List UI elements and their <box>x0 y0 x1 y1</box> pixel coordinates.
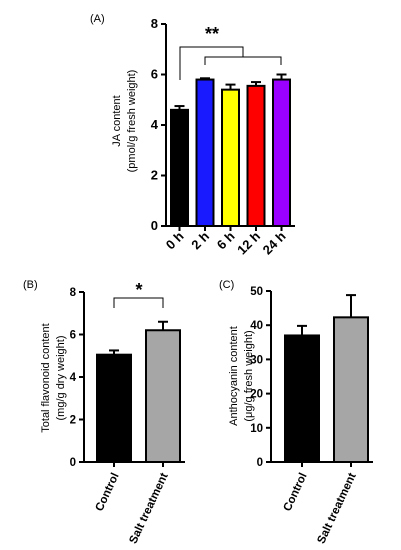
panel-c-category-label: Control <box>282 471 310 513</box>
panel-a-significance-label: ** <box>205 24 219 44</box>
panel-a-category-label: 2 h <box>188 228 212 252</box>
panel-c-bar <box>284 334 320 463</box>
panel-b-label: (B) <box>23 279 38 291</box>
panel-b-bar <box>96 353 132 463</box>
panel-a-bar <box>170 108 189 227</box>
panel-a-bar <box>246 84 266 227</box>
panel-c-ytick-label: 0 <box>257 457 263 469</box>
panel-c-label: (C) <box>219 279 234 291</box>
panel-c-ytick-label: 20 <box>250 389 263 401</box>
panel-a-category-label: 24 h <box>260 228 289 257</box>
panel-b-ylabel-line1: Total flavonoid content <box>40 323 52 432</box>
panel-a-ytick-label: 0 <box>151 218 158 233</box>
panel-b-category-label: Control <box>94 471 122 513</box>
panel-c-ytick-label: 30 <box>250 354 263 366</box>
chart-panel-b: (B) Total flavonoid content (mg/g dry we… <box>23 279 185 546</box>
panel-a-category-label: 0 h <box>163 228 187 252</box>
chart-panel-c: (C) Anthocyanin content (μg/g fresh weig… <box>219 279 373 546</box>
panel-a-ytick-label: 8 <box>151 16 158 31</box>
panel-a-ytick-label: 4 <box>151 117 159 132</box>
panel-a-ytick-label: 2 <box>151 168 158 183</box>
panel-a-ylabel-line1: JA content <box>111 95 123 146</box>
panel-c-ylabel-line2: (μg/g fresh weight) <box>243 330 255 421</box>
panel-b-ytick-label: 4 <box>70 372 77 384</box>
panel-a-ytick-label: 6 <box>151 67 158 82</box>
panel-a-ylabel-line2: (pmol/g fresh weight) <box>126 70 138 173</box>
panel-c-ytick-label: 10 <box>250 423 263 435</box>
panel-c-category-label: Salt treatment <box>315 471 358 546</box>
panel-a-significance-group <box>204 56 282 65</box>
panel-c-ytick-label: 40 <box>250 320 263 332</box>
panel-b-significance-bracket <box>113 297 164 308</box>
panel-b-ylabel-line2: (mg/g dry weight) <box>55 336 67 421</box>
panel-a-category-label: 12 h <box>234 228 263 257</box>
panel-c-ytick-label: 50 <box>250 286 263 298</box>
panel-b-ytick-label: 0 <box>70 457 76 469</box>
panel-b-ytick-label: 8 <box>70 287 77 299</box>
panel-a-label: (A) <box>90 13 105 25</box>
panel-b-significance-label: * <box>135 280 142 300</box>
panel-c-ylabel-line1: Anthocyanin content <box>228 326 240 426</box>
panel-c-bar <box>333 316 369 464</box>
panel-a-significance-bracket <box>179 46 244 80</box>
panel-b-bar <box>145 329 181 463</box>
panel-a-category-label: 6 h <box>214 228 238 252</box>
panel-b-ytick-label: 6 <box>70 330 76 342</box>
panel-a-bar <box>195 78 215 227</box>
chart-panel-a: (A) JA content (pmol/g fresh weight) 024… <box>90 13 295 258</box>
panel-b-ytick-label: 2 <box>70 415 76 427</box>
panel-a-bar <box>221 88 240 228</box>
panel-b-category-label: Salt treatment <box>127 471 170 546</box>
panel-a-bar <box>272 78 291 227</box>
